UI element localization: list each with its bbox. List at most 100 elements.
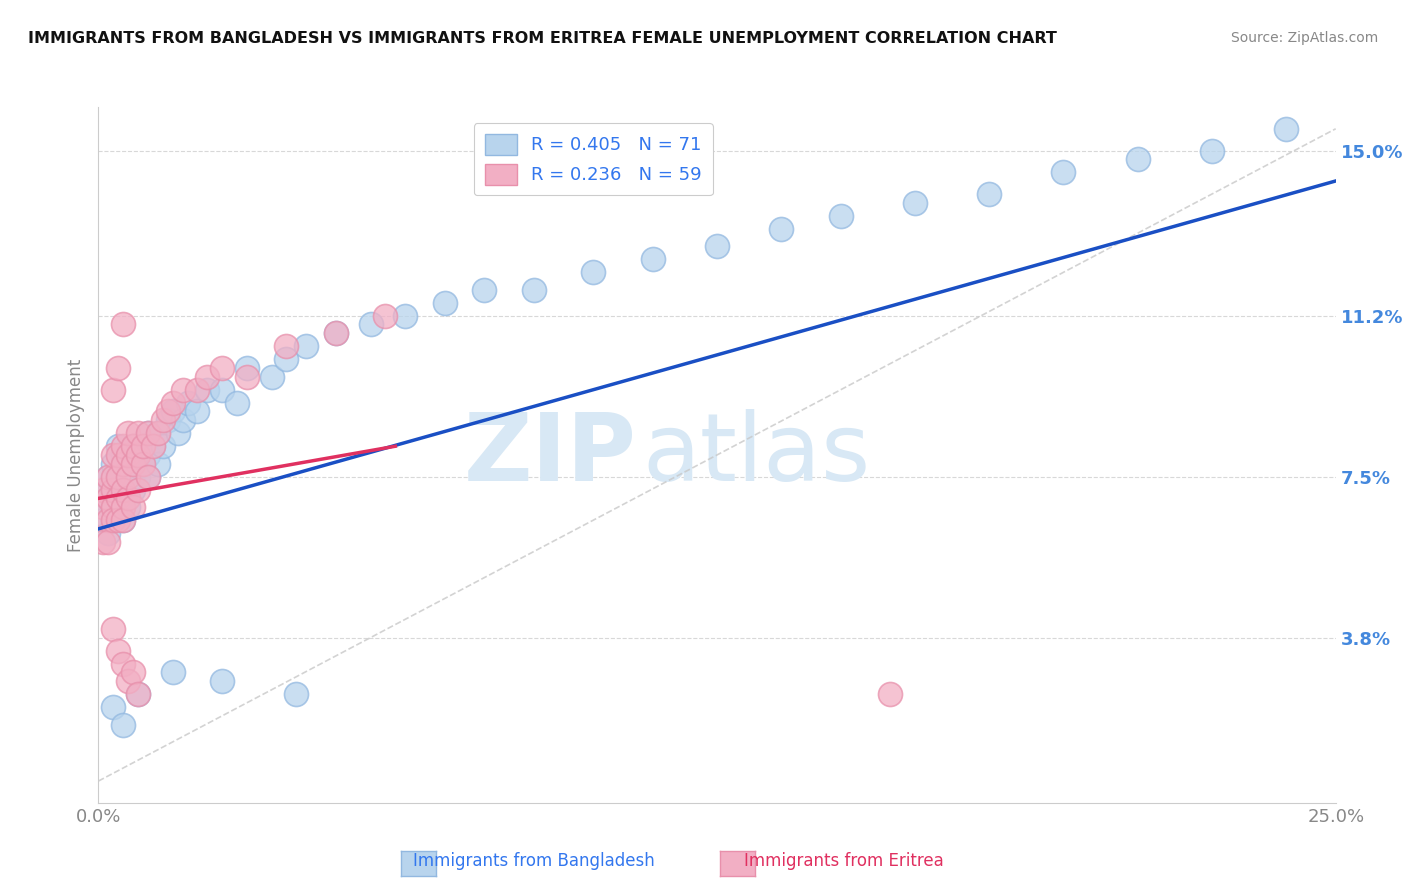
Point xyxy=(122,439,145,453)
Point xyxy=(172,413,194,427)
Point xyxy=(117,469,139,483)
Point xyxy=(186,383,208,397)
Point xyxy=(117,500,139,514)
Point xyxy=(103,500,125,514)
Point xyxy=(260,369,283,384)
Point xyxy=(132,439,155,453)
Point xyxy=(276,339,298,353)
Point xyxy=(146,457,169,471)
Point xyxy=(97,491,120,506)
Point xyxy=(117,448,139,462)
Point xyxy=(112,318,135,332)
Point xyxy=(236,360,259,375)
Point xyxy=(162,665,184,680)
Point xyxy=(93,483,115,497)
Point xyxy=(394,309,416,323)
Point xyxy=(103,483,125,497)
Point xyxy=(103,622,125,636)
Point xyxy=(146,426,169,441)
Text: IMMIGRANTS FROM BANGLADESH VS IMMIGRANTS FROM ERITREA FEMALE UNEMPLOYMENT CORREL: IMMIGRANTS FROM BANGLADESH VS IMMIGRANTS… xyxy=(28,31,1057,46)
Point xyxy=(830,209,852,223)
Point xyxy=(879,687,901,701)
Point xyxy=(122,469,145,483)
Point xyxy=(112,457,135,471)
Point xyxy=(195,369,218,384)
Point xyxy=(107,360,129,375)
Point xyxy=(276,352,298,367)
Point xyxy=(97,526,120,541)
Point xyxy=(325,326,347,341)
Point xyxy=(132,457,155,471)
Point xyxy=(112,513,135,527)
Point xyxy=(1201,144,1223,158)
Point xyxy=(107,448,129,462)
Point xyxy=(93,500,115,514)
Point xyxy=(103,500,125,514)
Point xyxy=(152,439,174,453)
Point xyxy=(706,239,728,253)
Point xyxy=(127,483,149,497)
Point xyxy=(103,448,125,462)
Point xyxy=(127,448,149,462)
Point xyxy=(142,439,165,453)
Point xyxy=(117,674,139,689)
Point xyxy=(146,426,169,441)
Point xyxy=(176,396,198,410)
Point xyxy=(97,513,120,527)
Point xyxy=(523,283,546,297)
Point xyxy=(166,426,188,441)
Point xyxy=(162,396,184,410)
Point xyxy=(433,295,456,310)
Point xyxy=(107,469,129,483)
Point xyxy=(117,491,139,506)
Point xyxy=(103,513,125,527)
Point xyxy=(117,491,139,506)
Point xyxy=(107,643,129,657)
Point xyxy=(474,283,496,297)
Point xyxy=(162,404,184,418)
Point xyxy=(122,457,145,471)
Legend: R = 0.405   N = 71, R = 0.236   N = 59: R = 0.405 N = 71, R = 0.236 N = 59 xyxy=(474,123,713,195)
Text: ZIP: ZIP xyxy=(464,409,637,501)
Point xyxy=(156,404,179,418)
Point xyxy=(107,439,129,453)
Point xyxy=(127,448,149,462)
Point xyxy=(112,483,135,497)
Text: Source: ZipAtlas.com: Source: ZipAtlas.com xyxy=(1230,31,1378,45)
Point xyxy=(285,687,308,701)
Y-axis label: Female Unemployment: Female Unemployment xyxy=(67,359,86,551)
Point xyxy=(112,439,135,453)
Point xyxy=(582,265,605,279)
Point xyxy=(325,326,347,341)
Point xyxy=(136,426,159,441)
Point xyxy=(103,457,125,471)
Point xyxy=(117,426,139,441)
Point xyxy=(117,457,139,471)
Point xyxy=(103,383,125,397)
Point xyxy=(93,500,115,514)
Point xyxy=(122,483,145,497)
Point xyxy=(97,469,120,483)
Point xyxy=(103,483,125,497)
Point xyxy=(127,687,149,701)
Point xyxy=(770,221,793,235)
Point xyxy=(152,413,174,427)
Point xyxy=(1126,152,1149,166)
Point xyxy=(112,483,135,497)
Point xyxy=(107,491,129,506)
Point xyxy=(112,513,135,527)
Point xyxy=(103,513,125,527)
Point xyxy=(97,491,120,506)
Point xyxy=(641,252,664,267)
Point xyxy=(226,396,249,410)
Point xyxy=(172,383,194,397)
Point xyxy=(93,513,115,527)
Point xyxy=(112,469,135,483)
Point xyxy=(107,500,129,514)
Point xyxy=(107,513,129,527)
Point xyxy=(127,469,149,483)
Point xyxy=(295,339,318,353)
Point xyxy=(374,309,396,323)
Point xyxy=(211,674,233,689)
Point xyxy=(195,383,218,397)
